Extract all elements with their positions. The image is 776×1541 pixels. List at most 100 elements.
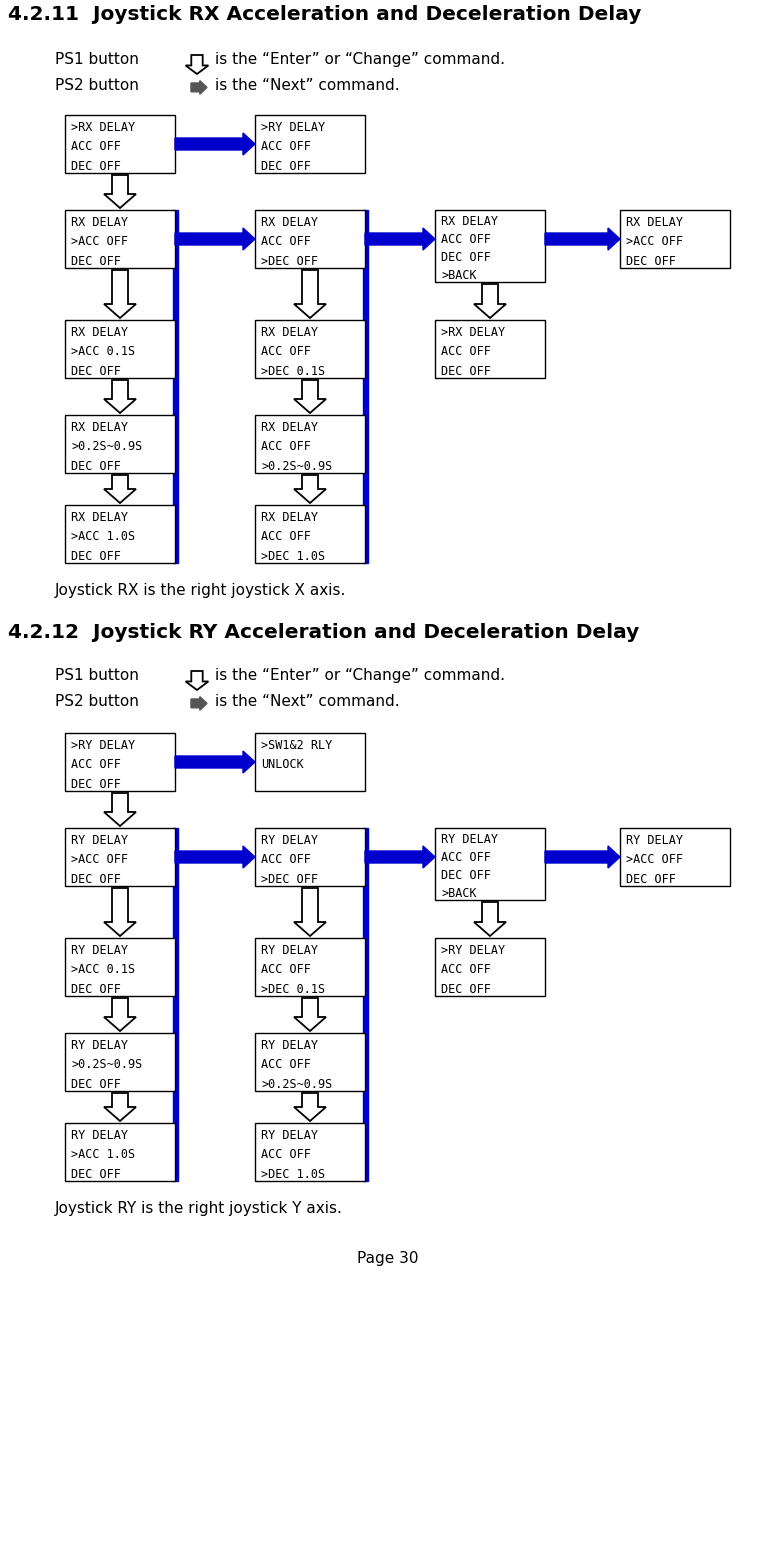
Bar bbox=[65, 210, 175, 268]
Text: ACC OFF: ACC OFF bbox=[261, 530, 311, 544]
Bar bbox=[65, 116, 175, 173]
Text: RX DELAY: RX DELAY bbox=[71, 327, 128, 339]
Polygon shape bbox=[104, 176, 136, 208]
Text: DEC OFF: DEC OFF bbox=[71, 365, 121, 378]
Text: >DEC OFF: >DEC OFF bbox=[261, 254, 318, 268]
Text: RY DELAY: RY DELAY bbox=[626, 834, 683, 848]
Polygon shape bbox=[104, 381, 136, 413]
Text: ACC OFF: ACC OFF bbox=[441, 345, 491, 359]
Text: ACC OFF: ACC OFF bbox=[261, 963, 311, 977]
Text: DEC OFF: DEC OFF bbox=[441, 983, 491, 995]
Text: DEC OFF: DEC OFF bbox=[71, 1168, 121, 1180]
Text: >DEC 1.0S: >DEC 1.0S bbox=[261, 1168, 325, 1180]
Text: >ACC 1.0S: >ACC 1.0S bbox=[71, 530, 135, 544]
Text: >DEC OFF: >DEC OFF bbox=[261, 872, 318, 886]
Text: ACC OFF: ACC OFF bbox=[261, 236, 311, 248]
FancyArrow shape bbox=[175, 750, 255, 774]
Text: PS2 button: PS2 button bbox=[55, 693, 139, 709]
Text: 4.2.11  Joystick RX Acceleration and Deceleration Delay: 4.2.11 Joystick RX Acceleration and Dece… bbox=[8, 5, 642, 25]
Polygon shape bbox=[104, 270, 136, 317]
Text: >RY DELAY: >RY DELAY bbox=[261, 122, 325, 134]
Bar bbox=[255, 1032, 365, 1091]
Polygon shape bbox=[474, 284, 506, 317]
Text: ACC OFF: ACC OFF bbox=[71, 140, 121, 154]
Bar bbox=[255, 828, 365, 886]
FancyArrow shape bbox=[175, 846, 255, 868]
Polygon shape bbox=[104, 888, 136, 935]
Text: ACC OFF: ACC OFF bbox=[441, 963, 491, 977]
Text: >RY DELAY: >RY DELAY bbox=[441, 945, 505, 957]
Bar bbox=[620, 828, 730, 886]
Bar bbox=[255, 116, 365, 173]
Bar bbox=[620, 210, 730, 268]
FancyArrow shape bbox=[545, 228, 620, 250]
Text: >BACK: >BACK bbox=[441, 270, 476, 282]
Bar bbox=[65, 828, 175, 886]
Bar bbox=[65, 505, 175, 562]
Text: DEC OFF: DEC OFF bbox=[71, 983, 121, 995]
Polygon shape bbox=[474, 901, 506, 935]
Text: RX DELAY: RX DELAY bbox=[71, 421, 128, 435]
Text: Joystick RX is the right joystick X axis.: Joystick RX is the right joystick X axis… bbox=[55, 582, 346, 598]
FancyArrow shape bbox=[175, 228, 255, 250]
Text: is the “Enter” or “Change” command.: is the “Enter” or “Change” command. bbox=[215, 52, 505, 66]
Text: PS1 button: PS1 button bbox=[55, 667, 139, 683]
Bar bbox=[435, 321, 545, 378]
Text: ACC OFF: ACC OFF bbox=[261, 1148, 311, 1162]
Text: DEC OFF: DEC OFF bbox=[71, 1077, 121, 1091]
Polygon shape bbox=[104, 1093, 136, 1120]
Text: ACC OFF: ACC OFF bbox=[441, 851, 491, 865]
Text: RX DELAY: RX DELAY bbox=[71, 216, 128, 230]
Text: RX DELAY: RX DELAY bbox=[441, 216, 498, 228]
Text: RY DELAY: RY DELAY bbox=[71, 1130, 128, 1142]
Text: DEC OFF: DEC OFF bbox=[261, 160, 311, 173]
Text: Page 30: Page 30 bbox=[357, 1251, 419, 1267]
Text: is the “Next” command.: is the “Next” command. bbox=[215, 693, 400, 709]
Text: ACC OFF: ACC OFF bbox=[261, 1059, 311, 1071]
FancyArrow shape bbox=[191, 80, 207, 94]
Text: RX DELAY: RX DELAY bbox=[261, 512, 318, 524]
Polygon shape bbox=[294, 475, 326, 502]
Text: >DEC 1.0S: >DEC 1.0S bbox=[261, 550, 325, 562]
Text: ACC OFF: ACC OFF bbox=[261, 441, 311, 453]
Text: DEC OFF: DEC OFF bbox=[626, 254, 676, 268]
Text: DEC OFF: DEC OFF bbox=[71, 459, 121, 473]
Text: >ACC OFF: >ACC OFF bbox=[626, 854, 683, 866]
Text: PS1 button: PS1 button bbox=[55, 52, 139, 66]
Text: UNLOCK: UNLOCK bbox=[261, 758, 303, 772]
Text: is the “Enter” or “Change” command.: is the “Enter” or “Change” command. bbox=[215, 667, 505, 683]
Bar bbox=[172, 828, 178, 1180]
Text: >RX DELAY: >RX DELAY bbox=[71, 122, 135, 134]
Text: >ACC 0.1S: >ACC 0.1S bbox=[71, 345, 135, 359]
Bar bbox=[255, 938, 365, 995]
FancyArrow shape bbox=[365, 228, 435, 250]
Text: RY DELAY: RY DELAY bbox=[71, 1039, 128, 1053]
Bar bbox=[255, 321, 365, 378]
Bar bbox=[255, 505, 365, 562]
FancyArrow shape bbox=[365, 846, 435, 868]
Text: PS2 button: PS2 button bbox=[55, 79, 139, 92]
Text: RY DELAY: RY DELAY bbox=[261, 1039, 318, 1053]
Text: DEC OFF: DEC OFF bbox=[71, 778, 121, 791]
Polygon shape bbox=[104, 475, 136, 502]
Polygon shape bbox=[104, 794, 136, 826]
Polygon shape bbox=[104, 999, 136, 1031]
Bar bbox=[172, 210, 178, 562]
Text: ACC OFF: ACC OFF bbox=[441, 233, 491, 247]
Bar bbox=[65, 938, 175, 995]
Text: DEC OFF: DEC OFF bbox=[71, 160, 121, 173]
Text: >ACC OFF: >ACC OFF bbox=[71, 854, 128, 866]
Text: RX DELAY: RX DELAY bbox=[261, 216, 318, 230]
Text: RY DELAY: RY DELAY bbox=[71, 945, 128, 957]
Bar bbox=[435, 210, 545, 282]
Bar bbox=[65, 321, 175, 378]
Text: ACC OFF: ACC OFF bbox=[261, 345, 311, 359]
Text: RX DELAY: RX DELAY bbox=[261, 421, 318, 435]
Text: RX DELAY: RX DELAY bbox=[626, 216, 683, 230]
Text: >0.2S~0.9S: >0.2S~0.9S bbox=[71, 1059, 142, 1071]
Text: RY DELAY: RY DELAY bbox=[261, 1130, 318, 1142]
Text: >DEC 0.1S: >DEC 0.1S bbox=[261, 365, 325, 378]
Polygon shape bbox=[294, 270, 326, 317]
Bar bbox=[255, 1123, 365, 1180]
Polygon shape bbox=[294, 381, 326, 413]
